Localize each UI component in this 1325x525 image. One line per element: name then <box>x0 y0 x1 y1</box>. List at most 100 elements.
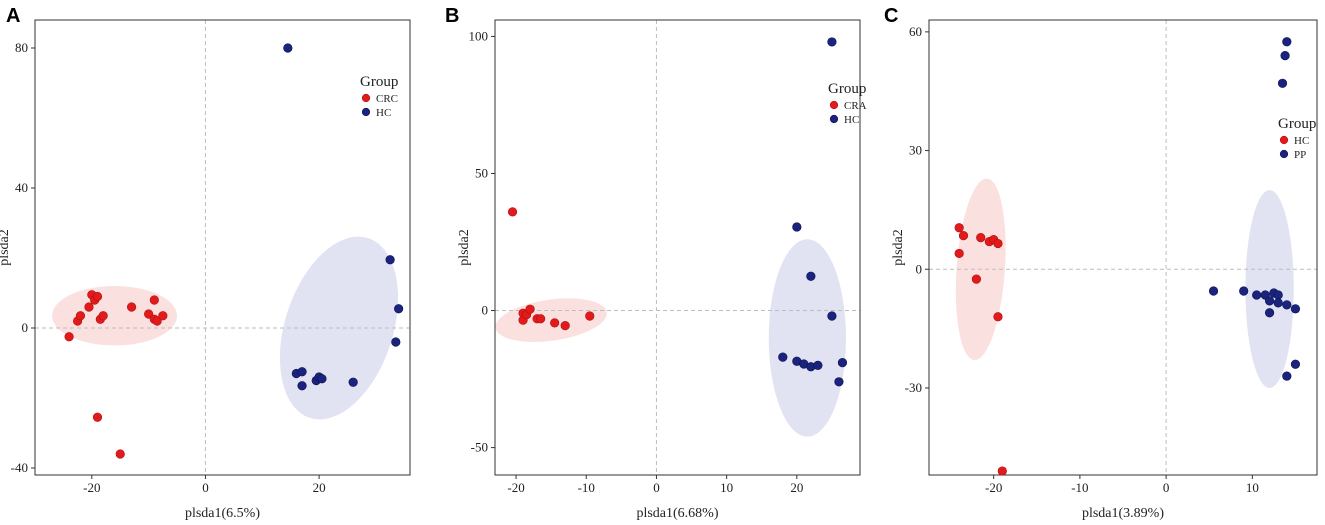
panel-a-xtick-label: 0 <box>202 480 209 495</box>
panel-a-legend-title: Group <box>360 74 398 90</box>
panel-b-legend-marker-hc <box>829 114 839 124</box>
panel-a-point-crc <box>92 412 103 422</box>
panel-a-point-crc <box>84 302 94 312</box>
panel-c-ylabel: plsda2 <box>891 229 906 266</box>
panel-a-point-hc <box>297 381 307 391</box>
panel-b-ytick-label: 50 <box>475 165 488 180</box>
panel-a-point-crc <box>152 316 162 326</box>
panel-c-point-hc <box>954 248 964 259</box>
panel-a-point-crc <box>144 309 154 319</box>
panel-c-point-pp <box>1273 298 1283 308</box>
panel-c-legend-title: Group <box>1278 116 1316 132</box>
panel-b-point-cra <box>560 321 570 331</box>
panel-b-point-cra <box>585 311 595 321</box>
panel-a-ytick-label: 80 <box>15 40 28 55</box>
panel-b-ylabel: plsda2 <box>457 229 472 266</box>
panel-b-frame <box>494 19 861 476</box>
panel-c-ytick-label: 30 <box>909 143 922 158</box>
panel-a-ytick-label: -40 <box>11 460 28 475</box>
panel-b-xtick-label: 0 <box>653 480 660 495</box>
panel-c-legend-marker-hc <box>1279 135 1289 145</box>
panel-c-point-pp <box>1290 304 1301 314</box>
panel-a-point-crc <box>92 291 103 302</box>
panel-a-point-crc <box>64 332 74 342</box>
panel-b-point-hc <box>778 352 788 362</box>
panel-c-point-pp <box>1282 37 1292 47</box>
panel-b-xlabel: plsda1(6.68%) <box>636 506 718 521</box>
panel-c-point-hc <box>993 238 1003 249</box>
panel-b-point-hc <box>834 377 844 387</box>
panel-c-frame <box>928 19 1318 476</box>
panel-a-point-crc <box>149 295 159 305</box>
panel-a-ytick-label: 0 <box>22 320 29 335</box>
panel-c-point-pp <box>1273 290 1283 300</box>
panel-c-point-hc <box>993 312 1003 322</box>
panel-c-point-pp <box>1264 296 1275 306</box>
panel-a-point-crc <box>98 311 108 321</box>
panel-a-letter: A <box>6 5 20 27</box>
panel-b-legend-label-cra: CRA <box>844 100 867 112</box>
panel-c-ytick-label: 0 <box>916 261 923 276</box>
panel-b-point-hc <box>813 360 823 370</box>
panel-c: C -20 -10 0 10 -30 0 30 60 plsda1(3.89%) plsda2 Gr… <box>884 5 1318 521</box>
panel-a-ytick-label: 40 <box>15 180 28 195</box>
panel-c-xtick-label: 0 <box>1163 480 1170 495</box>
panel-c-letter: C <box>884 5 898 27</box>
panel-c-point-hc <box>954 223 964 233</box>
panel-b-ytick-label: 0 <box>482 303 489 318</box>
panel-a-legend-marker-hc <box>361 107 371 117</box>
panel-b-legend-label-hc: HC <box>844 114 859 126</box>
panel-a-legend-marker-crc <box>361 93 371 103</box>
panel-b-ytick-label: -50 <box>471 440 488 455</box>
panel-b: B -20 -10 0 10 20 -50 0 50 100 plsda1(6.68%) plsda… <box>445 5 867 521</box>
panel-b-xtick-label: -20 <box>507 480 524 495</box>
panel-c-point-pp <box>1290 359 1301 369</box>
panel-a-xlabel: plsda1(6.5%) <box>185 506 260 521</box>
panel-b-ytick-label: 100 <box>469 28 489 43</box>
panel-c-point-hc <box>997 466 1007 476</box>
panel-b-letter: B <box>445 5 459 27</box>
panel-c-ytick-label: -30 <box>905 380 922 395</box>
panel-a-xtick-label: 20 <box>313 480 326 495</box>
panel-a-ylabel: plsda2 <box>0 229 12 266</box>
panel-c-xtick-label: 10 <box>1246 480 1259 495</box>
panel-b-legend-title: Group <box>828 81 866 97</box>
panel-b-point-cra <box>550 318 560 328</box>
panel-c-point-pp <box>1252 290 1262 300</box>
panel-b-point-hc <box>792 222 802 232</box>
panel-c-xtick-label: -20 <box>985 480 1002 495</box>
panel-c-point-pp <box>1208 286 1219 296</box>
panel-a-point-hc <box>297 367 307 377</box>
panel-b-point-hc <box>827 311 837 321</box>
panel-a-point-hc <box>283 43 293 53</box>
panel-b-point-hc <box>827 37 837 47</box>
panel-a-point-hc <box>394 304 404 314</box>
panel-a-point-hc <box>317 374 327 384</box>
panel-b-ellipse-hc <box>768 239 846 437</box>
panel-c-point-pp <box>1277 78 1288 88</box>
panel-c-point-hc <box>971 274 982 284</box>
panel-c-xtick-label: -10 <box>1071 480 1088 495</box>
panel-a-point-hc <box>348 377 358 387</box>
panel-a-legend-label-hc: HC <box>376 107 391 119</box>
panel-c-xlabel: plsda1(3.89%) <box>1082 506 1164 521</box>
panel-a-legend-label-crc: CRC <box>376 93 398 105</box>
panel-b-xtick-label: -10 <box>578 480 595 495</box>
panel-c-point-pp <box>1282 300 1292 310</box>
panel-c-ellipse-pp <box>1245 190 1294 388</box>
panel-c-point-pp <box>1280 51 1290 61</box>
panel-c-legend-label-pp: PP <box>1294 149 1306 161</box>
panel-a-point-hc <box>385 255 395 265</box>
panel-c-point-hc <box>958 231 969 241</box>
panel-b-point-cra <box>525 304 535 314</box>
panel-a-point-crc <box>126 302 137 312</box>
panel-c-point-pp <box>1239 286 1249 296</box>
panel-c-legend-marker-pp <box>1279 149 1289 159</box>
panel-a-xtick-label: -20 <box>83 480 100 495</box>
panel-a: A -20 0 20 -40 0 40 80 plsda1(6.5%) plsda2 Group C… <box>0 5 411 521</box>
panel-c-point-hc <box>976 233 986 243</box>
panel-b-point-cra <box>536 314 546 324</box>
panel-a-point-crc <box>115 449 125 459</box>
panel-b-legend-marker-cra <box>829 100 839 110</box>
